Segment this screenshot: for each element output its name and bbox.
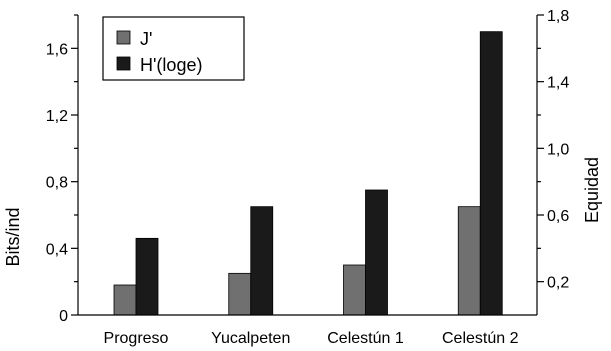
bar-h-0 bbox=[135, 237, 159, 316]
left-y-ticks: 0 0,4 0,8 1,2 1,6 bbox=[46, 14, 78, 325]
left-tick-label: 1,2 bbox=[46, 108, 68, 125]
right-y-ticks: 0,2 0,6 1,0 1,4 1,8 bbox=[537, 8, 569, 292]
legend: J' H'(loge) bbox=[102, 16, 245, 81]
left-y-axis-title: Bits/ind bbox=[3, 207, 23, 266]
right-tick-label: 0,6 bbox=[547, 208, 569, 225]
left-tick-label: 0,8 bbox=[46, 175, 68, 192]
legend-label-j: J' bbox=[140, 29, 152, 49]
bar-j-2 bbox=[343, 264, 366, 316]
x-tick-label: Celestún 1 bbox=[327, 330, 404, 347]
x-tick-label: Yucalpeten bbox=[211, 330, 290, 347]
left-tick-label: 0,4 bbox=[46, 241, 68, 258]
bar-j-3 bbox=[457, 206, 481, 316]
right-tick-label: 1,8 bbox=[547, 8, 569, 25]
x-tick-labels: Progreso Yucalpeten Celestún 1 Celestún 2 bbox=[104, 330, 519, 347]
legend-label-h: H'(loge) bbox=[140, 55, 202, 75]
right-y-axis-title: Equidad bbox=[582, 157, 602, 223]
bar-h-3 bbox=[479, 31, 503, 316]
left-tick-label: 0 bbox=[59, 308, 68, 325]
bar-j-1 bbox=[228, 272, 252, 316]
x-tick-label: Progreso bbox=[104, 330, 169, 347]
legend-swatch-h bbox=[116, 56, 131, 71]
right-tick-label: 0,2 bbox=[547, 275, 569, 292]
legend-swatch-j bbox=[116, 30, 131, 45]
x-tick-label: Celestún 2 bbox=[442, 330, 519, 347]
left-tick-label: 1,6 bbox=[46, 41, 68, 58]
right-tick-label: 1,4 bbox=[547, 75, 569, 92]
bars-group bbox=[113, 31, 503, 316]
right-tick-label: 1,0 bbox=[547, 141, 569, 158]
bar-h-1 bbox=[250, 206, 274, 316]
bar-j-0 bbox=[113, 284, 137, 316]
bar-h-2 bbox=[365, 189, 388, 316]
